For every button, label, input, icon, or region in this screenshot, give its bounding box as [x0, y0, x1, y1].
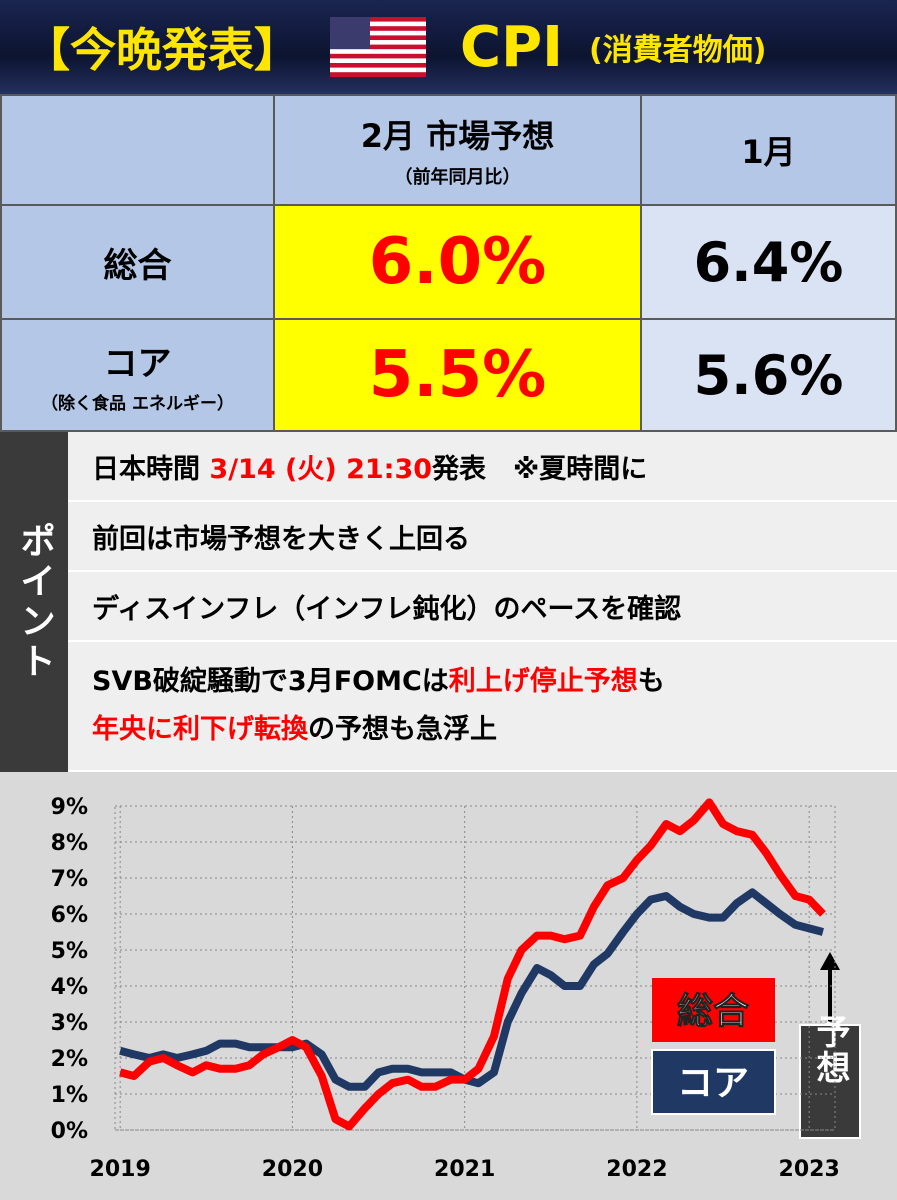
- point-text: SVB破綻騒動で3月FOMCは利上げ停止予想も: [92, 658, 665, 706]
- indicator: CPI: [460, 14, 563, 80]
- x-tick-label: 2022: [606, 1157, 667, 1182]
- label-sub: （除く食品 エネルギー）: [41, 394, 234, 414]
- row-label: コア （除く食品 エネルギー）: [0, 318, 275, 432]
- row-label: 総合: [0, 204, 275, 320]
- y-tick-label: 3%: [51, 1011, 88, 1036]
- forecast-head: 2月 市場予想 （前年同月比）: [273, 94, 642, 206]
- y-tick-label: 1%: [51, 1083, 88, 1108]
- legend-label: コア: [677, 1063, 749, 1104]
- previous-cell: 6.4%: [640, 204, 897, 320]
- x-tick-label: 2020: [262, 1157, 323, 1182]
- label: コア: [103, 344, 172, 384]
- previous-value: 6.4%: [693, 230, 844, 294]
- forecast-annotation: 予想: [810, 1014, 850, 1086]
- text: 発表 ※夏時間に: [432, 453, 648, 485]
- point-text: 前回は市場予想を大きく上回る: [92, 517, 470, 556]
- arrow-head: [820, 952, 840, 970]
- title: 【今晩発表】: [24, 23, 300, 77]
- x-tick-label: 2023: [779, 1157, 840, 1182]
- y-tick-label: 6%: [51, 903, 88, 928]
- forecast-cell: 6.0%: [273, 204, 642, 320]
- legend-box: [652, 978, 775, 1042]
- highlight: 利上げ停止予想: [448, 666, 638, 697]
- point-row: 前回は市場予想を大きく上回る: [68, 502, 897, 572]
- previous-value: 5.6%: [693, 343, 844, 407]
- forecast-cell: 5.5%: [273, 318, 642, 432]
- forecast-box: [799, 1024, 861, 1139]
- point-row: 日本時間 3/14 (火) 21:30発表 ※夏時間に: [68, 432, 897, 502]
- y-tick-label: 7%: [51, 867, 88, 892]
- points-label: ポイント: [0, 432, 68, 772]
- points-title: ポイント: [14, 522, 55, 682]
- y-tick-label: 8%: [51, 831, 88, 856]
- previous-title: 1月: [741, 133, 796, 171]
- header: 【今晩発表】 CPI (消費者物価): [0, 0, 897, 94]
- point-text: ディスインフレ（インフレ鈍化）のペースを確認: [92, 587, 681, 626]
- y-tick-label: 5%: [51, 939, 88, 964]
- corner-cell: [0, 94, 275, 206]
- x-tick-label: 2019: [90, 1157, 151, 1182]
- series-line: [119, 888, 824, 1091]
- forecast-value: 5.5%: [368, 338, 547, 412]
- text: も: [637, 666, 665, 697]
- chart: 予想 0% 1% 2% 3% 4% 5% 6% 7% 8% 9% 2019 2020 2021 2022 2…: [0, 772, 897, 1200]
- legend-label: 総合: [677, 991, 749, 1032]
- us-flag: [330, 17, 426, 77]
- previous-cell: 5.6%: [640, 318, 897, 432]
- legend-box: [651, 1049, 776, 1115]
- previous-head: 1月: [640, 94, 897, 206]
- forecast-title: 2月 市場予想: [360, 117, 555, 155]
- y-tick-label: 0%: [51, 1119, 88, 1144]
- text: SVB破綻騒動で3月FOMCは: [92, 666, 449, 697]
- forecast-sub: （前年同月比）: [394, 167, 521, 188]
- highlight: 3/14 (火) 21:30: [209, 453, 433, 485]
- forecast-value: 6.0%: [368, 225, 547, 299]
- label: 総合: [103, 245, 172, 286]
- text: 日本時間: [92, 453, 210, 485]
- text: 前回は市場予想を大きく上回る: [92, 523, 470, 555]
- indicator-sub: (消費者物価): [588, 33, 767, 68]
- point-row: ディスインフレ（インフレ鈍化）のペースを確認: [68, 572, 897, 642]
- text: の予想も急浮上: [308, 714, 497, 745]
- y-tick-label: 4%: [51, 975, 88, 1000]
- point-row: SVB破綻騒動で3月FOMCは利上げ停止予想も 年央に利下げ転換の予想も急浮上: [68, 642, 897, 772]
- highlight: 年央に利下げ転換: [92, 714, 308, 745]
- text: ディスインフレ（インフレ鈍化）のペースを確認: [92, 593, 682, 625]
- point-text: 年央に利下げ転換の予想も急浮上: [92, 706, 497, 754]
- point-text: 日本時間 3/14 (火) 21:30発表 ※夏時間に: [92, 447, 647, 486]
- y-tick-label: 2%: [51, 1047, 88, 1072]
- series-line: [119, 798, 826, 1131]
- y-tick-label: 9%: [51, 795, 88, 820]
- x-tick-label: 2021: [434, 1157, 495, 1182]
